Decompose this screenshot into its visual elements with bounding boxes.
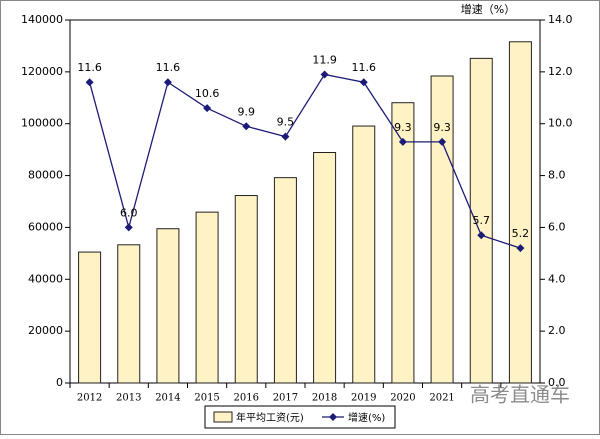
bar (234, 195, 258, 384)
bar (469, 57, 493, 384)
y-tick-label: 100000 (21, 117, 63, 130)
marker (438, 137, 447, 146)
bar (195, 211, 219, 384)
x-tick-label: 2015 (194, 393, 219, 404)
bar (273, 177, 297, 384)
bar (508, 41, 532, 384)
marker (163, 78, 172, 87)
marker (124, 223, 133, 232)
y2-tick-label: 10.0 (548, 117, 573, 130)
y2-tick-label: 2.0 (548, 324, 566, 337)
y-tick-label: 80000 (28, 169, 63, 182)
x-tick-label: 2013 (116, 393, 141, 404)
y-tick-label: 140000 (21, 13, 63, 26)
data-label: 9.5 (277, 116, 295, 129)
y2-tick-label: 14.0 (548, 13, 573, 26)
y2-tick-label: 12.0 (548, 65, 573, 78)
x-tick-label: 2012 (77, 393, 102, 404)
marker (320, 70, 329, 79)
bar (156, 228, 180, 384)
data-label: 9.3 (394, 121, 412, 134)
legend-swatch (213, 411, 233, 423)
data-label: 11.6 (77, 61, 102, 74)
watermark: 高考直通车 (470, 383, 570, 407)
marker (242, 122, 251, 131)
bar (391, 102, 415, 384)
y2-tick-label: 4.0 (548, 272, 566, 285)
y2-tick-label: 6.0 (548, 220, 566, 233)
marker (85, 78, 94, 87)
x-tick-label: 2018 (312, 393, 337, 404)
marker (203, 104, 212, 113)
y-tick-label: 20000 (28, 324, 63, 337)
data-label: 11.9 (312, 53, 337, 66)
legend-box (204, 405, 396, 429)
x-tick-label: 2021 (429, 393, 454, 404)
y-tick-label: 40000 (28, 272, 63, 285)
bar (78, 251, 102, 384)
y2-tick-label: 0.0 (548, 376, 566, 389)
marker (359, 78, 368, 87)
data-label: 11.6 (352, 61, 377, 74)
marker (398, 137, 407, 146)
data-label: 11.6 (156, 61, 181, 74)
legend-label: 增速(%) (348, 411, 385, 424)
x-tick-label: 2016 (234, 393, 259, 404)
marker (281, 132, 290, 141)
data-label: 10.6 (195, 87, 220, 100)
bar (117, 244, 141, 384)
y-tick-label: 0 (56, 376, 63, 389)
data-label: 9.3 (433, 121, 451, 134)
data-label: 6.0 (120, 206, 138, 219)
x-tick-label: 2020 (390, 393, 415, 404)
y-tick-label: 60000 (28, 220, 63, 233)
legend-label: 年平均工资(元) (236, 411, 304, 424)
x-tick-label: 2017 (273, 393, 298, 404)
legend-marker (329, 413, 337, 421)
x-tick-label: 2014 (155, 393, 180, 404)
marker (516, 244, 525, 253)
bar (430, 75, 454, 384)
y2-tick-label: 8.0 (548, 169, 566, 182)
bar (313, 151, 337, 384)
marker (477, 231, 486, 240)
bar (352, 125, 376, 384)
y2-axis-title: 增速（%） (461, 2, 515, 16)
data-label: 5.2 (512, 227, 530, 240)
line (88, 73, 521, 249)
y-tick-label: 120000 (21, 65, 63, 78)
data-label: 5.7 (473, 214, 491, 227)
x-tick-label: 2019 (351, 393, 376, 404)
data-label: 9.9 (238, 105, 256, 118)
